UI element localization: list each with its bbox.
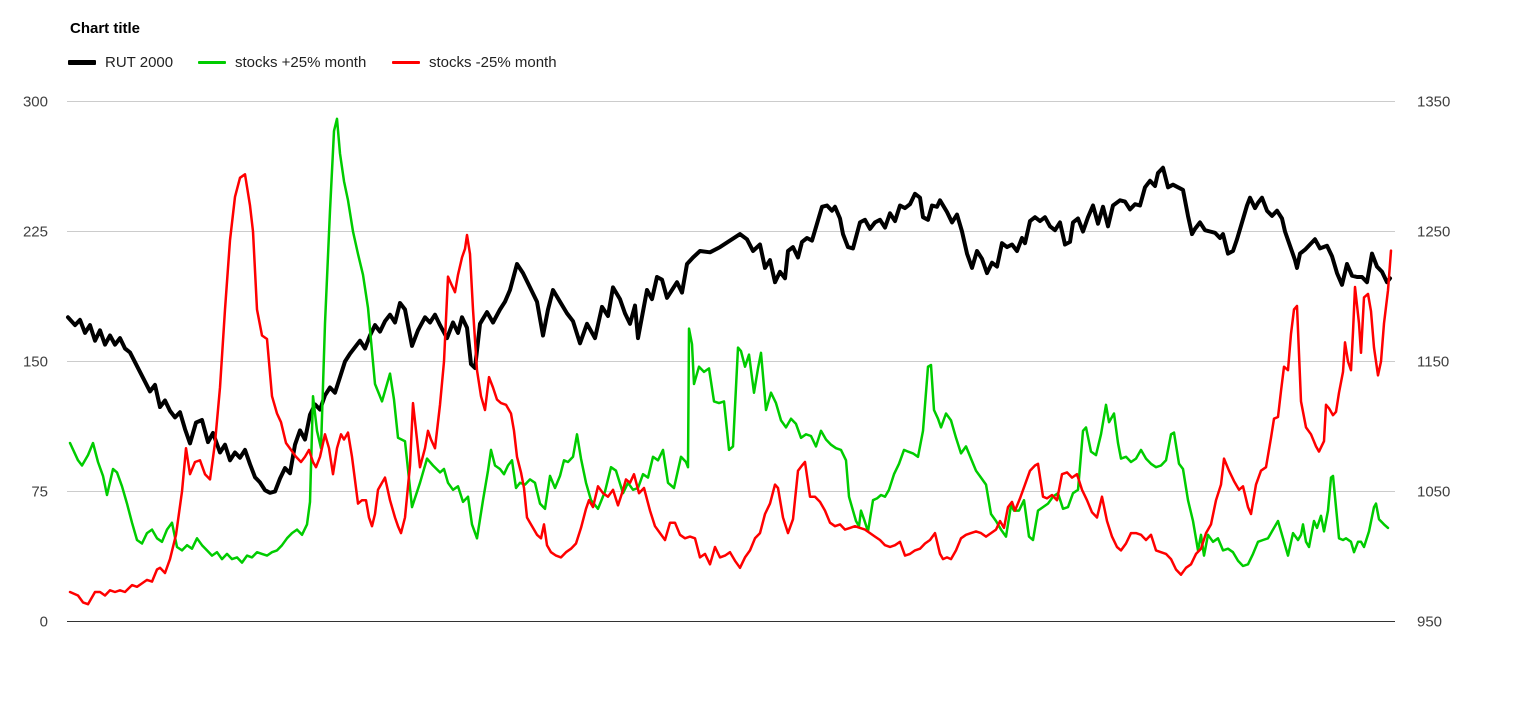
left-axis-tick-label: 150 (23, 354, 48, 371)
legend-item-rut-2000[interactable]: RUT 2000 (68, 52, 173, 72)
series-line-rut-2000 (66, 165, 1392, 495)
chart-legend: RUT 2000 stocks +25% month stocks -25% m… (0, 52, 1523, 72)
legend-label: stocks -25% month (429, 53, 557, 71)
legend-swatch-black (68, 59, 96, 65)
legend-swatch-red (392, 60, 420, 64)
right-axis-tick-label: 1250 (1417, 224, 1450, 241)
right-axis-tick-label: 1350 (1417, 94, 1450, 111)
left-axis-tick-label: 0 (40, 614, 48, 631)
series-line-stocks-25-month (68, 117, 1390, 568)
left-axis-tick-label: 225 (23, 224, 48, 241)
right-axis-tick-label: 1150 (1417, 354, 1449, 371)
legend-label: RUT 2000 (105, 53, 174, 71)
legend-item-stocks-plus-25[interactable]: stocks +25% month (198, 52, 366, 72)
legend-swatch-green (198, 60, 226, 64)
right-axis-tick-label: 950 (1417, 614, 1442, 631)
left-axis-tick-label: 75 (31, 484, 48, 501)
right-axis-tick-label: 1050 (1417, 484, 1450, 501)
legend-label: stocks +25% month (235, 53, 367, 71)
series-line-stocks-25-month (68, 173, 1393, 606)
left-axis-tick-label: 300 (23, 94, 48, 111)
legend-item-stocks-minus-25[interactable]: stocks -25% month (392, 52, 557, 72)
chart-title: Chart title (70, 20, 141, 37)
